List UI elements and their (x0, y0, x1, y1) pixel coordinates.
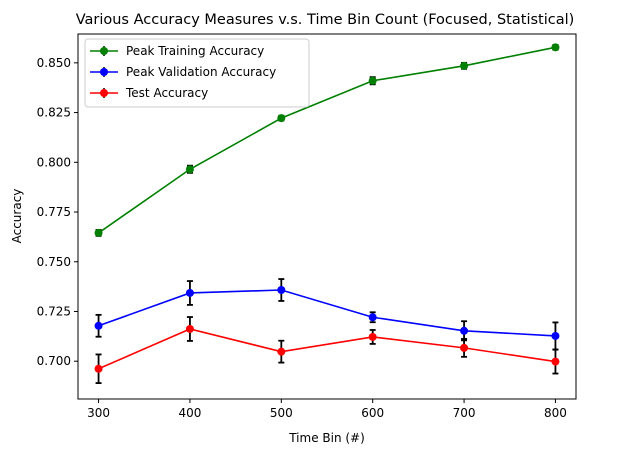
data-point (185, 165, 194, 174)
data-point (551, 43, 560, 52)
legend-marker (100, 89, 108, 97)
y-tick-label: 0.725 (37, 304, 71, 318)
legend-entry: Peak Training Accuracy (90, 44, 264, 58)
data-point (185, 288, 194, 297)
y-tick-label: 0.800 (37, 155, 71, 169)
legend-marker (100, 47, 108, 55)
data-point (94, 228, 103, 237)
legend-label: Peak Validation Accuracy (126, 65, 276, 79)
data-point (368, 332, 377, 341)
data-point (277, 285, 286, 294)
data-point (460, 343, 469, 352)
y-tick-label: 0.825 (37, 106, 71, 120)
x-tick-label: 800 (544, 406, 567, 420)
data-point (460, 326, 469, 335)
data-point (368, 313, 377, 322)
chart-title: Various Accuracy Measures v.s. Time Bin … (76, 12, 575, 28)
x-axis: 300 400 500 600 700 800 (87, 399, 567, 420)
data-point (277, 347, 286, 356)
series-line (98, 289, 556, 337)
x-axis-label: Time Bin (#) (288, 431, 365, 445)
y-tick-label: 0.750 (37, 255, 71, 269)
y-tick-label: 0.700 (37, 354, 71, 368)
x-tick-label: 400 (178, 406, 201, 420)
legend-label: Test Accuracy (125, 86, 208, 100)
legend-box (84, 38, 310, 108)
data-point (185, 324, 194, 333)
data-point (277, 114, 286, 123)
data-point (94, 321, 103, 330)
series-2 (94, 316, 560, 384)
legend-entry: Test Accuracy (90, 86, 208, 100)
plot-area (94, 43, 560, 384)
y-tick-label: 0.775 (37, 205, 71, 219)
x-tick-label: 300 (87, 406, 110, 420)
data-point (551, 331, 560, 340)
y-tick-label: 0.850 (37, 56, 71, 70)
legend-entry: Peak Validation Accuracy (90, 65, 276, 79)
data-point (460, 61, 469, 70)
series-line (98, 328, 556, 370)
axes-frame (77, 33, 577, 400)
legend: Peak Training Accuracy Peak Validation Ac… (84, 38, 310, 108)
y-axis-label: Accuracy (10, 189, 24, 244)
data-point (94, 364, 103, 373)
data-point (368, 76, 377, 85)
series-0 (94, 43, 560, 237)
legend-items: Peak Training Accuracy Peak Validation Ac… (90, 44, 276, 100)
x-tick-label: 500 (270, 406, 293, 420)
legend-label: Peak Training Accuracy (126, 44, 264, 58)
x-tick-label: 700 (453, 406, 476, 420)
series-line (98, 46, 556, 234)
legend-marker (100, 68, 108, 76)
y-axis: 0.700 0.725 0.750 0.775 0.800 0.825 0.850 (37, 56, 78, 368)
x-tick-label: 600 (361, 406, 384, 420)
series-1 (94, 278, 560, 351)
data-point (551, 357, 560, 366)
